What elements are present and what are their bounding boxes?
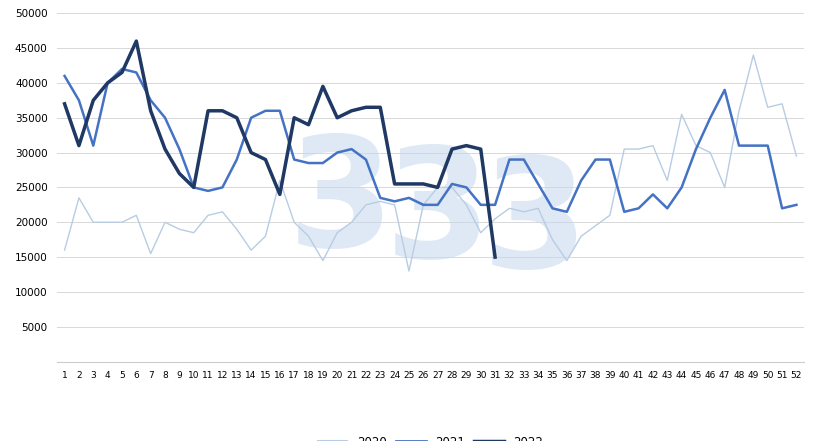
Text: 3: 3 [287, 131, 394, 279]
Legend: 2020, 2021, 2022: 2020, 2021, 2022 [313, 431, 547, 441]
Text: 3: 3 [482, 151, 587, 300]
Text: 3: 3 [384, 141, 491, 290]
